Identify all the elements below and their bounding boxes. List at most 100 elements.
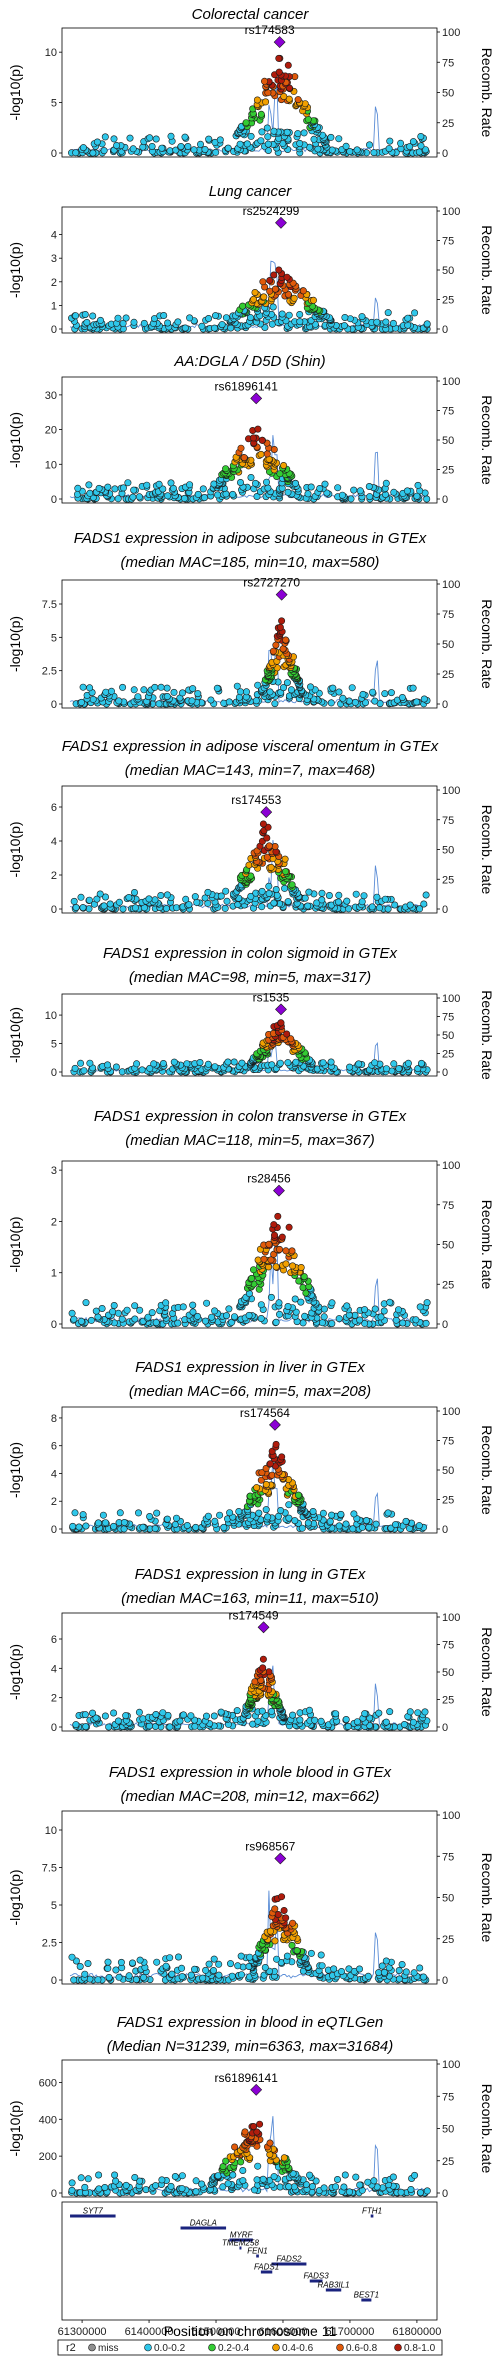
snp-point — [239, 302, 247, 310]
snp-point — [342, 1716, 350, 1724]
panel-title: Lung cancer — [209, 183, 293, 200]
snp-point — [119, 683, 127, 691]
snp-point — [346, 148, 354, 156]
snp-point — [278, 617, 286, 625]
snp-point — [114, 314, 122, 322]
y2-tick-label: 50 — [442, 1893, 454, 1905]
legend-title: r2 — [66, 2342, 76, 2354]
snp-point — [329, 684, 337, 692]
snp-point — [294, 1491, 302, 1499]
lead-snp-marker — [274, 1852, 287, 1865]
snp-point — [415, 1522, 423, 1530]
snp-point — [270, 271, 278, 279]
y2-tick-label: 100 — [442, 1612, 460, 1624]
snp-point — [271, 285, 279, 293]
snp-point — [89, 1709, 97, 1717]
snp-point — [384, 1509, 392, 1517]
snp-point — [243, 140, 251, 148]
snp-point — [237, 1952, 245, 1960]
gene-label: DAGLA — [190, 2219, 217, 2228]
snp-point — [235, 693, 243, 701]
snp-point — [341, 313, 349, 321]
snp-point — [122, 2181, 130, 2189]
snp-point — [72, 312, 80, 320]
snp-point — [277, 1507, 285, 1515]
lead-snp-marker — [273, 1184, 285, 1197]
snp-point — [417, 1059, 425, 1067]
snp-point — [125, 893, 133, 901]
y2-tick-label: 75 — [442, 1851, 454, 1863]
snp-point — [187, 1971, 195, 1979]
snp-point — [81, 1970, 89, 1978]
snp-point — [158, 2176, 166, 2184]
snp-point — [355, 1965, 363, 1973]
snp-point — [423, 320, 431, 328]
y-tick-label: 2 — [51, 870, 57, 882]
snp-point — [216, 1511, 224, 1519]
snp-point — [276, 2183, 284, 2191]
y2-tick-label: 25 — [442, 118, 454, 130]
snp-point — [251, 1678, 259, 1686]
snp-point — [111, 485, 119, 493]
snp-point — [184, 143, 192, 151]
snp-point — [86, 1975, 94, 1983]
snp-point — [192, 2177, 200, 2185]
snp-point — [205, 135, 213, 143]
snp-point — [97, 316, 105, 324]
y2-tick-label: 25 — [442, 1695, 454, 1707]
y-tick-label: 3 — [51, 1165, 57, 1177]
snp-point — [265, 889, 273, 897]
snp-point — [233, 682, 241, 690]
snp-point — [307, 483, 315, 491]
y2-tick-label: 75 — [442, 815, 454, 827]
snp-point — [301, 1312, 309, 1320]
y2-tick-label: 25 — [442, 669, 454, 681]
snp-point — [334, 484, 342, 492]
y-tick-label: 5 — [51, 98, 57, 110]
snp-point — [373, 318, 381, 326]
panel-title: (median MAC=185, min=10, max=580) — [121, 554, 380, 571]
snp-point — [311, 1716, 319, 1724]
y2-tick-label: 100 — [442, 2059, 460, 2071]
snp-point — [304, 1519, 312, 1527]
panel-title: FADS1 expression in adipose visceral ome… — [62, 738, 439, 755]
snp-point — [233, 1707, 241, 1715]
snp-point — [222, 465, 230, 473]
y2-tick-label: 75 — [442, 2091, 454, 2103]
snp-point — [284, 61, 292, 69]
snp-point — [394, 1306, 402, 1314]
snp-point — [204, 888, 212, 896]
snp-point — [217, 1708, 225, 1716]
snp-point — [132, 1976, 140, 1984]
snp-point — [164, 319, 172, 327]
gene-label: RAB3IL1 — [318, 2281, 350, 2290]
snp-point — [272, 1440, 280, 1448]
y-tick-label: 10 — [45, 47, 57, 59]
snp-point — [317, 1951, 325, 1959]
snp-point — [181, 133, 189, 141]
snp-point — [256, 2120, 264, 2128]
snp-point — [228, 1972, 236, 1980]
y-tick-label: 7.5 — [42, 1863, 57, 1875]
y2-tick-label: 25 — [442, 1049, 454, 1061]
snp-point — [402, 1968, 410, 1976]
panel-title: (median MAC=66, min=5, max=208) — [129, 1383, 371, 1400]
y-tick-label: 10 — [45, 1825, 57, 1837]
y-tick-label: 0 — [51, 904, 57, 916]
snp-point — [341, 2171, 349, 2179]
snp-point — [258, 1707, 266, 1715]
snp-point — [274, 1212, 282, 1220]
snp-point — [382, 1957, 390, 1965]
snp-point — [163, 692, 171, 700]
snp-point — [201, 146, 209, 154]
snp-point — [275, 266, 283, 274]
lead-snp-marker — [257, 1621, 270, 1634]
snp-point — [210, 1955, 218, 1963]
snp-point — [411, 309, 419, 317]
snp-point — [340, 2183, 348, 2191]
snp-point — [316, 484, 324, 492]
lead-snp-label: rs2524299 — [243, 204, 300, 218]
snp-point — [288, 1247, 296, 1255]
y-axis-label: -log10(p) — [7, 2100, 23, 2156]
snp-point — [238, 1971, 246, 1979]
